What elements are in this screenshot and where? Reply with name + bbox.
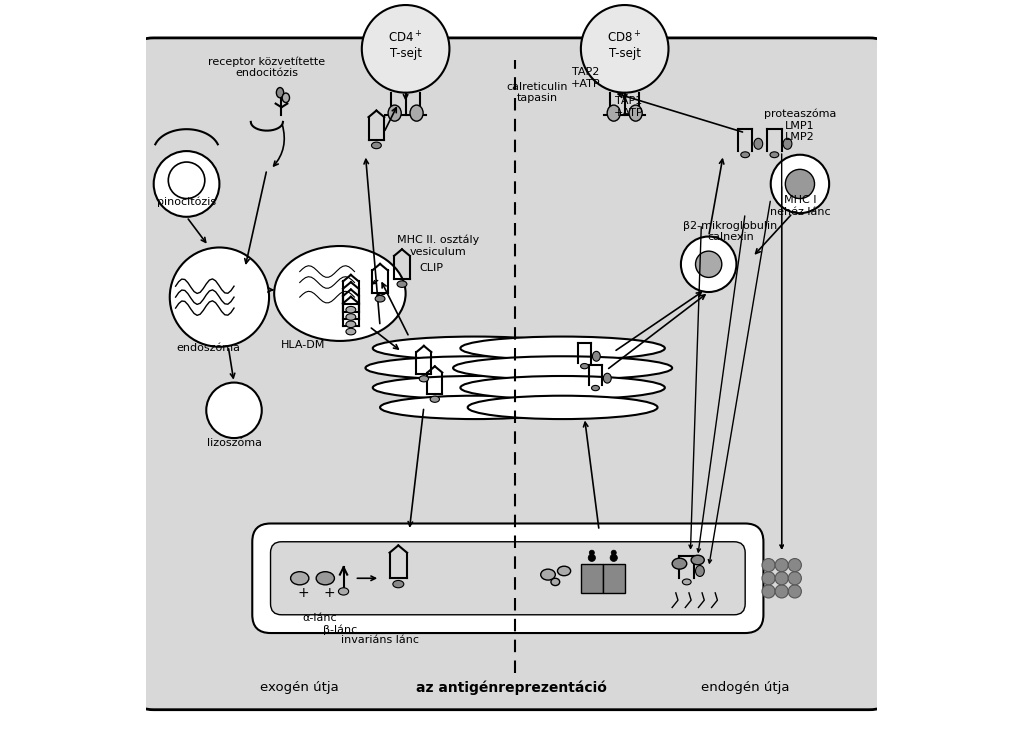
- Ellipse shape: [453, 356, 672, 380]
- Circle shape: [696, 251, 722, 277]
- Text: +: +: [298, 586, 309, 600]
- Text: TAP2
+ATP: TAP2 +ATP: [571, 67, 601, 89]
- Bar: [581, 564, 603, 593]
- Ellipse shape: [692, 556, 704, 564]
- Circle shape: [153, 151, 219, 217]
- Ellipse shape: [346, 306, 356, 313]
- Ellipse shape: [541, 569, 555, 580]
- Circle shape: [789, 559, 801, 572]
- Circle shape: [169, 162, 205, 199]
- Ellipse shape: [592, 351, 601, 361]
- Ellipse shape: [276, 87, 283, 97]
- Ellipse shape: [371, 142, 382, 149]
- Ellipse shape: [604, 373, 612, 383]
- Text: MHC I
nehéz lánc: MHC I nehéz lánc: [769, 195, 831, 217]
- Ellipse shape: [610, 554, 618, 561]
- Ellipse shape: [608, 105, 620, 121]
- Circle shape: [770, 155, 830, 213]
- Text: α-lánc: α-lánc: [302, 614, 337, 624]
- Ellipse shape: [629, 105, 642, 121]
- Ellipse shape: [381, 396, 570, 419]
- Text: β-lánc: β-lánc: [323, 624, 357, 635]
- Circle shape: [762, 559, 775, 572]
- Circle shape: [775, 559, 789, 572]
- Text: TAP1
+ATP: TAP1 +ATP: [614, 97, 643, 118]
- Ellipse shape: [784, 139, 792, 150]
- Text: calreticulin
tapasin: calreticulin tapasin: [506, 82, 568, 103]
- Ellipse shape: [339, 588, 349, 595]
- Text: lizoszóma: lizoszóma: [207, 438, 262, 448]
- Circle shape: [170, 248, 269, 347]
- Text: invariáns lánc: invariáns lánc: [341, 636, 419, 645]
- Ellipse shape: [346, 314, 356, 320]
- Circle shape: [207, 383, 262, 438]
- Ellipse shape: [558, 566, 571, 575]
- Ellipse shape: [372, 336, 577, 360]
- Text: CD4$^+$
T-sejt: CD4$^+$ T-sejt: [389, 30, 422, 60]
- Ellipse shape: [365, 356, 584, 380]
- Circle shape: [762, 572, 775, 585]
- Ellipse shape: [274, 246, 405, 341]
- Ellipse shape: [410, 105, 424, 121]
- Ellipse shape: [460, 376, 665, 399]
- Text: receptor közvetítette
endocitózis: receptor közvetítette endocitózis: [209, 56, 325, 78]
- Ellipse shape: [346, 321, 356, 328]
- Bar: [603, 564, 625, 593]
- Text: proteaszóma
LMP1
LMP2: proteaszóma LMP1 LMP2: [764, 108, 836, 142]
- Ellipse shape: [672, 559, 686, 569]
- Circle shape: [775, 585, 789, 598]
- Ellipse shape: [741, 152, 750, 158]
- Circle shape: [762, 585, 775, 598]
- Ellipse shape: [696, 565, 704, 576]
- Circle shape: [789, 585, 801, 598]
- FancyBboxPatch shape: [253, 523, 763, 633]
- Text: β2-mikroglobulin
calnexin: β2-mikroglobulin calnexin: [683, 221, 777, 242]
- Ellipse shape: [316, 572, 335, 585]
- Circle shape: [681, 237, 737, 292]
- Ellipse shape: [393, 581, 404, 588]
- Circle shape: [581, 5, 668, 92]
- Text: MHC II. osztály
vesiculum: MHC II. osztály vesiculum: [397, 235, 480, 257]
- Text: CD8$^+$
T-sejt: CD8$^+$ T-sejt: [608, 30, 641, 60]
- Text: endogén útja: endogén útja: [701, 681, 790, 694]
- Ellipse shape: [372, 376, 577, 399]
- Text: +: +: [323, 586, 335, 600]
- Circle shape: [775, 572, 789, 585]
- Ellipse shape: [588, 554, 595, 561]
- Text: CLIP: CLIP: [419, 263, 443, 273]
- Ellipse shape: [611, 550, 616, 556]
- Ellipse shape: [419, 376, 429, 382]
- Ellipse shape: [581, 364, 588, 369]
- Text: az antigénreprezentáció: az antigénreprezentáció: [416, 680, 607, 695]
- Text: HLA-DM: HLA-DM: [281, 339, 325, 350]
- Ellipse shape: [754, 139, 763, 150]
- Circle shape: [789, 572, 801, 585]
- Ellipse shape: [682, 579, 692, 585]
- Ellipse shape: [291, 572, 309, 585]
- Ellipse shape: [346, 328, 356, 335]
- Ellipse shape: [589, 550, 594, 556]
- Ellipse shape: [397, 281, 407, 287]
- Text: endoszóma: endoszóma: [176, 343, 240, 353]
- Ellipse shape: [388, 105, 401, 121]
- Ellipse shape: [591, 386, 599, 391]
- Text: pinocitózis: pinocitózis: [157, 197, 216, 207]
- Ellipse shape: [431, 396, 440, 402]
- Ellipse shape: [375, 295, 385, 302]
- Ellipse shape: [468, 396, 658, 419]
- Ellipse shape: [282, 93, 290, 103]
- Circle shape: [786, 169, 814, 199]
- Ellipse shape: [460, 336, 665, 360]
- FancyBboxPatch shape: [270, 542, 745, 615]
- Ellipse shape: [551, 578, 560, 586]
- FancyBboxPatch shape: [125, 38, 898, 710]
- Circle shape: [362, 5, 449, 92]
- Ellipse shape: [770, 152, 779, 158]
- Text: exogén útja: exogén útja: [261, 681, 339, 694]
